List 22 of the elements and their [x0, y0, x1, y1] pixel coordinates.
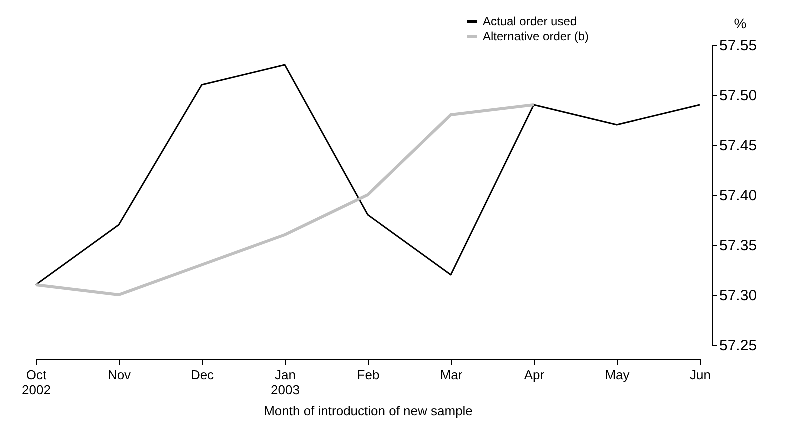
- x-tick-label: May: [605, 368, 630, 382]
- x-tick-label: Oct 2002: [22, 368, 51, 398]
- y-tick-label: 57.35: [720, 238, 758, 254]
- x-tick-label: Mar: [440, 368, 464, 382]
- line-series: [34, 104, 536, 296]
- y-tick-label: 57.45: [720, 138, 758, 154]
- line-series: [35, 64, 701, 286]
- legend-label: Actual order used: [483, 14, 578, 28]
- x-tick-label: Nov: [108, 368, 132, 382]
- x-tick-label: Dec: [190, 368, 215, 382]
- x-axis-title: Month of introduction of new sample: [264, 404, 473, 418]
- y-tick-label: 57.30: [720, 288, 758, 304]
- y-axis-title: %: [734, 16, 747, 32]
- x-tick-label: Jun: [690, 368, 711, 382]
- y-tick-label: 57.55: [720, 38, 758, 54]
- legend-label: Alternative order (b): [483, 30, 590, 44]
- y-tick-label: 57.40: [720, 188, 758, 204]
- y-tick-label: 57.25: [720, 338, 758, 354]
- y-tick-label: 57.50: [720, 88, 758, 104]
- x-tick-label: Jan 2003: [271, 368, 300, 398]
- x-tick-label: Feb: [357, 368, 380, 382]
- x-tick-label: Apr: [524, 368, 546, 382]
